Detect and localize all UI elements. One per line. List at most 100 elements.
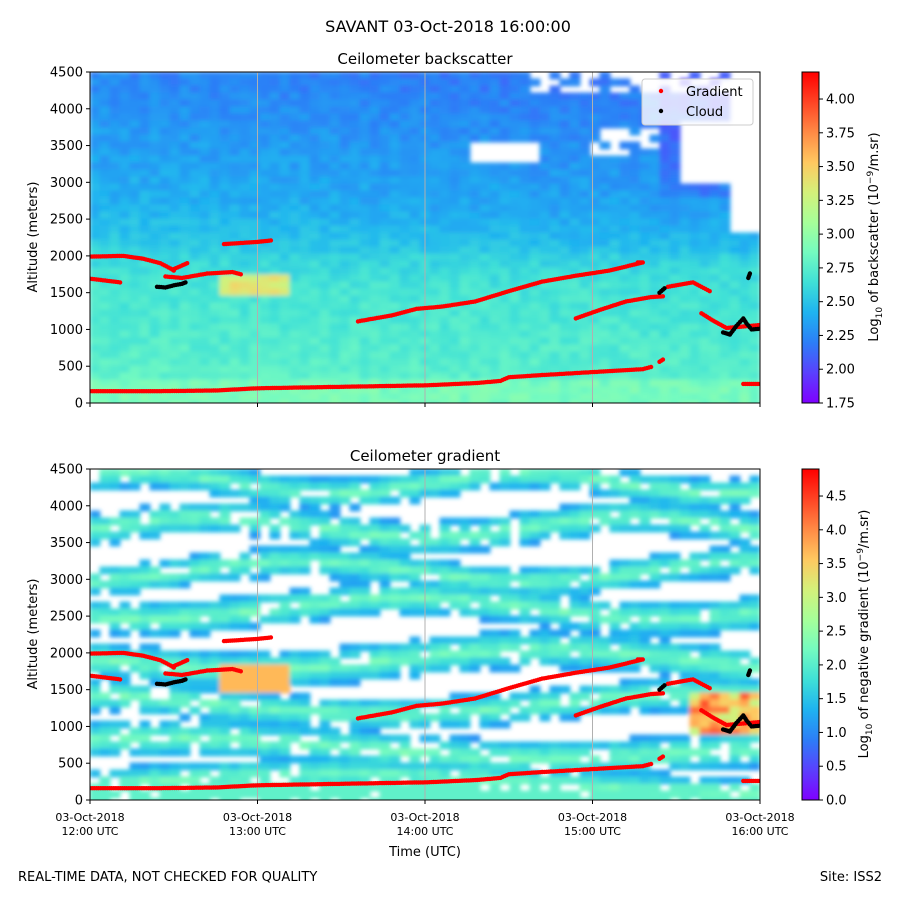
gradient-point	[707, 289, 712, 294]
y-tick-label: 4500	[50, 66, 83, 81]
x-tick-label-time: 14:00 UTC	[396, 825, 453, 838]
cloud-point	[747, 668, 753, 673]
gradient-title: Ceilometer gradient	[350, 447, 500, 465]
y-tick-label: 500	[58, 757, 83, 772]
x-tick-label-date: 03-Oct-2018	[55, 811, 124, 824]
colorbar-tick-label: 3.25	[826, 194, 855, 209]
y-tick-label: 1000	[50, 323, 83, 338]
gradient-point	[635, 260, 640, 265]
y-tick-label: 500	[58, 360, 83, 375]
y-tick-label: 0	[75, 397, 83, 412]
legend-cloud-label: Cloud	[686, 105, 723, 120]
x-axis-label: Time (UTC)	[388, 845, 461, 860]
gradient-series	[90, 635, 760, 791]
gradient-point	[238, 272, 243, 277]
y-tick-label: 3000	[50, 176, 83, 191]
colorbar-tick-label: 4.5	[826, 490, 847, 505]
gradient-point	[648, 761, 654, 767]
legend: Gradient Cloud	[641, 78, 754, 126]
colorbar-tick-label: 3.50	[826, 160, 855, 175]
cloud-point	[183, 677, 188, 682]
legend-box	[641, 78, 754, 126]
backscatter-x-ticks	[89, 403, 761, 407]
gradient-point	[635, 657, 640, 662]
y-tick-label: 3500	[50, 536, 83, 551]
gradient-point	[238, 669, 243, 674]
backscatter-y-axis-label: Altitude (meters)	[26, 182, 41, 293]
colorbar-tick-label: 2.00	[826, 363, 855, 378]
legend-cloud-marker	[658, 108, 664, 114]
colorbar-tick-label: 2.5	[826, 625, 847, 640]
y-tick-label: 1000	[50, 720, 83, 735]
gradient-point	[185, 261, 190, 266]
x-tick-label-date: 03-Oct-2018	[558, 811, 627, 824]
cloud-point	[757, 326, 760, 331]
colorbar-tick-label: 0.0	[826, 794, 847, 809]
y-tick-label: 2000	[50, 249, 83, 264]
x-tick-label-time: 13:00 UTC	[229, 825, 286, 838]
figure-title: SAVANT 03-Oct-2018 16:00:00	[325, 17, 571, 36]
gradient-point	[757, 778, 760, 784]
backscatter-colorbar-label: Log10 of backscatter (10−9/m.sr)	[866, 132, 885, 341]
backscatter-panel: Ceilometer backscatter 0 500 1000 1500 2000 2…	[26, 50, 885, 412]
colorbar-tick-label: 4.0	[826, 523, 847, 538]
cloud-point	[747, 271, 753, 276]
y-tick-label: 1500	[50, 683, 83, 698]
y-tick-label: 2500	[50, 213, 83, 228]
gradient-heatmap	[90, 469, 760, 800]
backscatter-series	[90, 238, 760, 394]
colorbar-tick-label: 3.5	[826, 557, 847, 572]
y-tick-label: 0	[75, 794, 83, 809]
gradient-colorbar-scale	[801, 468, 820, 801]
colorbar-tick-label: 2.0	[826, 658, 847, 673]
colorbar-tick-label: 0.5	[826, 760, 847, 775]
gradient-point	[117, 677, 123, 682]
y-tick-label: 2500	[50, 610, 83, 625]
gradient-point	[660, 294, 666, 299]
x-tick-label-time: 16:00 UTC	[731, 825, 788, 838]
x-tick-label-date: 03-Oct-2018	[725, 811, 794, 824]
x-tick-label-date: 03-Oct-2018	[390, 811, 459, 824]
y-tick-label: 4500	[50, 463, 83, 478]
backscatter-colorbar-scale	[801, 71, 820, 404]
colorbar-tick-label: 4.00	[826, 93, 855, 108]
colorbar-tick-label: 1.5	[826, 692, 847, 707]
colorbar-tick-label: 2.50	[826, 295, 855, 310]
gradient-point	[660, 691, 666, 696]
gradient-colorbar-ticks: 0.0 0.5 1.0 1.5 2.0 2.5 3.0 3.5 4.0 4.5	[819, 490, 847, 809]
colorbar-tick-label: 2.25	[826, 329, 855, 344]
backscatter-colorbar: 1.75 2.00 2.25 2.50 2.75 3.00 3.25 3.50 3.75 4.00…	[801, 71, 885, 412]
quality-disclaimer: REAL-TIME DATA, NOT CHECKED FOR QUALITY	[18, 870, 318, 885]
y-tick-label: 4000	[50, 102, 83, 117]
gradient-time-gridlines	[257, 469, 593, 800]
gradient-point	[660, 754, 666, 759]
gradient-point	[648, 364, 654, 370]
gradient-point	[268, 635, 274, 640]
gradient-point	[757, 719, 760, 725]
gradient-point	[268, 238, 274, 243]
y-tick-label: 1500	[50, 286, 83, 301]
site-label: Site: ISS2	[819, 870, 882, 885]
colorbar-tick-label: 1.0	[826, 726, 847, 741]
y-tick-label: 3500	[50, 139, 83, 154]
backscatter-y-ticks: 0 500 1000 1500 2000 2500 3000 3500 4000 4500	[50, 66, 90, 412]
gradient-colorbar: 0.0 0.5 1.0 1.5 2.0 2.5 3.0 3.5 4.0 4.5 Log10 of …	[801, 468, 875, 809]
colorbar-tick-label: 3.0	[826, 591, 847, 606]
x-tick-label-time: 12:00 UTC	[61, 825, 118, 838]
colorbar-tick-label: 2.75	[826, 261, 855, 276]
backscatter-heatmap	[90, 72, 760, 403]
gradient-point	[117, 280, 123, 285]
gradient-point	[660, 357, 666, 362]
colorbar-tick-label: 1.75	[826, 397, 855, 412]
gradient-y-axis-label: Altitude (meters)	[26, 579, 41, 690]
x-tick-label-time: 15:00 UTC	[564, 825, 621, 838]
backscatter-time-gridlines	[257, 72, 593, 403]
gradient-point	[707, 686, 712, 691]
gradient-point	[757, 381, 760, 387]
cloud-point	[757, 723, 760, 728]
x-tick-label-date: 03-Oct-2018	[223, 811, 292, 824]
gradient-point	[757, 322, 760, 328]
cloud-point	[662, 286, 667, 291]
